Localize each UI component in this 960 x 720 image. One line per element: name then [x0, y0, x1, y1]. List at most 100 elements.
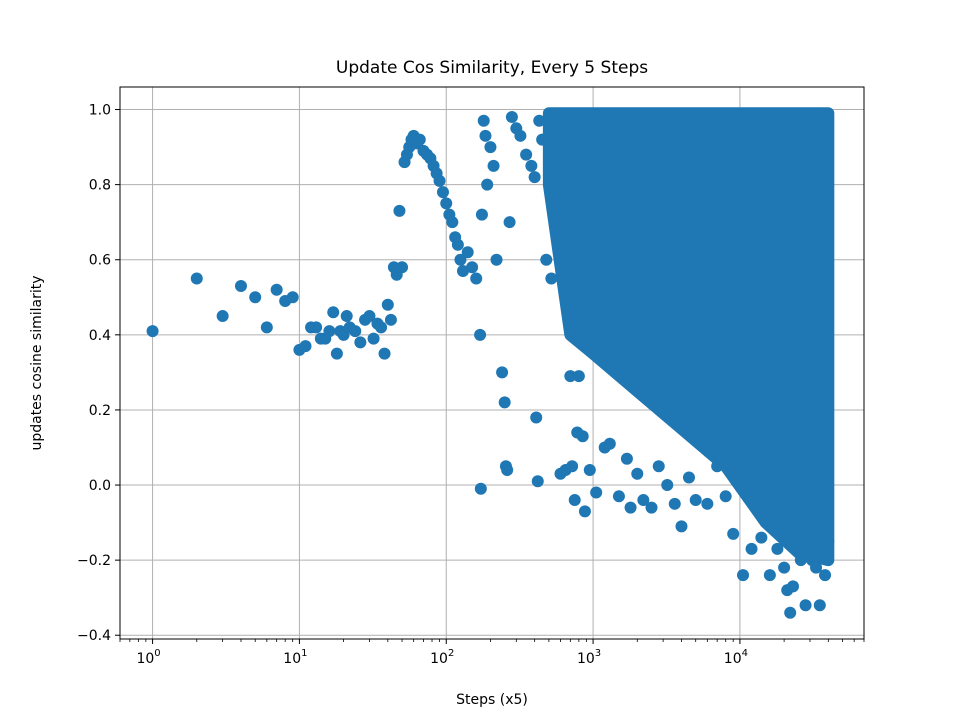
plot-area-frame	[119, 86, 865, 640]
scatter-point	[675, 520, 688, 533]
x-tick-exponent: 0	[154, 648, 160, 659]
scatter-point	[433, 174, 446, 187]
scatter-point	[446, 216, 459, 229]
y-tick-label: 1.0	[89, 103, 111, 119]
scatter-point	[454, 253, 467, 266]
scatter-point	[260, 321, 273, 334]
y-tick-label: 0.6	[89, 253, 111, 269]
scatter-point	[503, 216, 516, 229]
scatter-point	[393, 204, 406, 217]
scatter-point	[470, 272, 483, 285]
scatter-point	[603, 437, 616, 450]
scatter-point	[810, 561, 823, 574]
scatter-point	[566, 460, 579, 473]
x-tick-label: 101	[283, 648, 307, 667]
scatter-point	[540, 253, 553, 266]
y-tick-label: 0.0	[89, 478, 111, 494]
scatter-points	[146, 111, 835, 619]
scatter-point	[310, 321, 323, 334]
scatter-point	[363, 310, 376, 323]
x-tick-label: 103	[577, 648, 601, 667]
scatter-point	[533, 114, 546, 127]
x-tick-label: 104	[724, 648, 748, 667]
scatter-point	[436, 186, 449, 199]
scatter-point	[778, 561, 791, 574]
scatter-point	[763, 569, 776, 582]
dense-point-cloud	[542, 107, 835, 567]
dense-scatter-region	[542, 107, 835, 567]
scatter-point	[330, 347, 343, 360]
x-axis-label: Steps (x5)	[456, 692, 528, 708]
scatter-point	[481, 178, 494, 191]
scatter-point	[413, 133, 426, 146]
scatter-point	[520, 148, 533, 161]
scatter-point	[216, 310, 229, 323]
scatter-point	[745, 542, 758, 555]
scatter-point	[477, 114, 490, 127]
scatter-point	[813, 599, 826, 612]
scatter-point	[637, 494, 650, 507]
scatter-point	[378, 347, 391, 360]
scatter-point	[631, 467, 644, 480]
scatter-point	[490, 253, 503, 266]
scatter-point	[367, 332, 380, 345]
scatter-point	[501, 464, 514, 477]
scatter-point	[576, 430, 589, 443]
scatter-point	[755, 531, 768, 544]
scatter-point	[451, 238, 464, 251]
scatter-point	[505, 111, 518, 124]
scatter-point	[787, 580, 800, 593]
scatter-point	[381, 298, 394, 311]
y-tick-label: 0.4	[89, 328, 111, 344]
scatter-point	[771, 542, 784, 555]
scatter-point	[784, 606, 797, 619]
scatter-point	[652, 460, 665, 473]
scatter-point	[270, 283, 283, 296]
x-tick-base: 10	[283, 651, 301, 667]
y-tick-label: 0.8	[89, 178, 111, 194]
scatter-point	[234, 280, 247, 293]
scatter-point	[146, 325, 159, 338]
scatter-point	[299, 340, 312, 353]
scatter-point	[620, 452, 633, 465]
x-tick-base: 10	[577, 651, 595, 667]
scatter-point	[484, 141, 497, 154]
scatter-point	[794, 554, 807, 567]
scatter-point	[396, 261, 409, 274]
scatter-point	[349, 325, 362, 338]
y-tick-label: −0.4	[77, 628, 111, 644]
y-tick-label: −0.2	[77, 553, 111, 569]
x-tick-label: 100	[136, 648, 160, 667]
x-tick-exponent: 3	[595, 648, 601, 659]
scatter-point	[545, 272, 558, 285]
scatter-point	[689, 494, 702, 507]
scatter-point	[479, 129, 492, 142]
scatter-point	[496, 366, 509, 379]
scatter-point	[190, 272, 203, 285]
scatter-point	[590, 486, 603, 499]
scatter-point	[572, 370, 585, 383]
scatter-point	[340, 310, 353, 323]
scatter-point	[375, 321, 388, 334]
scatter-point	[474, 482, 487, 495]
scatter-point	[530, 411, 543, 424]
scatter-point	[525, 159, 538, 172]
scatter-point	[327, 306, 340, 319]
scatter-point	[498, 396, 511, 409]
x-tick-base: 10	[430, 651, 448, 667]
scatter-point	[661, 479, 674, 492]
scatter-point	[249, 291, 262, 304]
scatter-point	[819, 569, 832, 582]
scatter-point	[578, 505, 591, 518]
scatter-point	[682, 471, 695, 484]
scatter-point	[612, 490, 625, 503]
x-tick-base: 10	[724, 651, 742, 667]
scatter-point	[474, 328, 487, 341]
scatter-point	[624, 501, 637, 514]
scatter-point	[440, 197, 453, 210]
y-axis-label: updates cosine similarity	[29, 275, 45, 450]
scatter-point	[668, 497, 681, 510]
x-tick-exponent: 4	[742, 648, 748, 659]
scatter-point	[737, 569, 750, 582]
